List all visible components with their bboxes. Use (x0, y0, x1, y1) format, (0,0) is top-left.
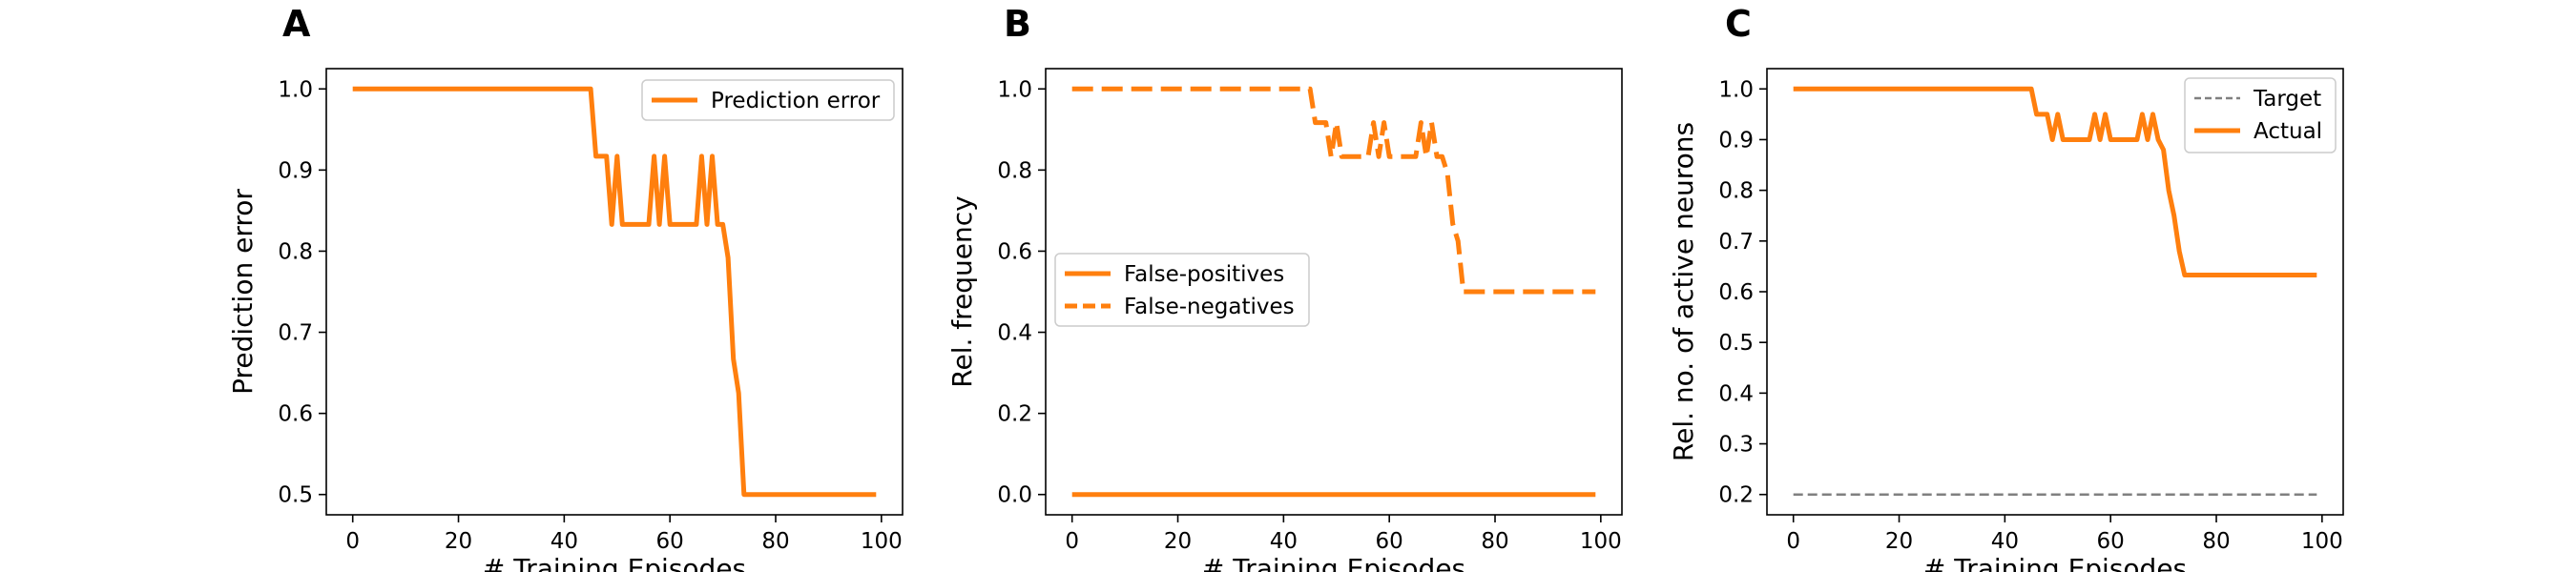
x-tick-label: 0 (1786, 529, 1800, 554)
legend-box (1054, 253, 1310, 327)
axes-frame (325, 68, 904, 516)
y-tick-label: 0.4 (1718, 381, 1754, 406)
x-tick-label: 40 (551, 529, 578, 554)
legend-label: False-positives (1124, 262, 1284, 287)
y-tick-label: 0.6 (278, 402, 313, 427)
x-axis-label: # Training Episodes (1202, 553, 1465, 572)
y-tick-label: 0.9 (1718, 128, 1754, 153)
y-axis-label: Rel. frequency (946, 195, 978, 387)
legend-label: Target (2253, 87, 2321, 112)
y-tick-label: 0.5 (278, 483, 313, 508)
x-tick-label: 20 (1164, 529, 1192, 554)
y-tick-label: 0.3 (1718, 433, 1754, 458)
x-tick-label: 100 (2301, 529, 2343, 554)
x-tick-label: 100 (1580, 529, 1622, 554)
legend-box (641, 79, 895, 121)
chart-panel-b: B 0 20 40 60 80 100 0.0 0.2 0.4 0.6 0.8 1.0 # Trainin… (946, 3, 1623, 572)
y-tick-label: 0.8 (1718, 179, 1754, 204)
y-tick-label: 0.7 (278, 321, 313, 346)
x-tick-label: 60 (656, 529, 684, 554)
y-tick-label: 0.6 (1718, 280, 1754, 305)
chart-panel-c: C 0 20 40 60 80 100 0.2 0.3 0.4 0.5 0.6 0.7 0.8 0.9 1.0… (1668, 3, 2344, 572)
series-line-1 (1793, 86, 2317, 277)
series-group (352, 86, 877, 498)
legend-label: False-negatives (1124, 295, 1295, 319)
x-tick-label: 60 (2097, 529, 2125, 554)
x-axis-label: # Training Episodes (483, 553, 746, 572)
series-group (1793, 86, 2317, 496)
y-tick-label: 0.2 (997, 402, 1032, 427)
y-tick-label: 0.9 (278, 158, 313, 183)
panel-letter: B (1004, 3, 1031, 45)
y-tick-label: 0.5 (1718, 331, 1754, 356)
y-tick-label: 0.8 (278, 239, 313, 264)
x-tick-label: 80 (2202, 529, 2230, 554)
legend: False-positives False-negatives (1054, 253, 1310, 327)
x-tick-label: 40 (1991, 529, 2019, 554)
x-tick-label: 0 (345, 529, 360, 554)
x-tick-label: 0 (1065, 529, 1079, 554)
chart-panel-a: A 0 20 40 60 80 100 0.5 0.6 0.7 0.8 0.9 1.0 # Trainin… (227, 3, 904, 572)
legend-label: Prediction error (711, 89, 881, 113)
x-tick-label: 60 (1376, 529, 1403, 554)
legend-label: Actual (2254, 119, 2322, 144)
panel-letter: C (1725, 3, 1752, 45)
y-tick-label: 1.0 (1718, 77, 1754, 102)
legend-box (2184, 77, 2337, 153)
y-tick-label: 0.0 (997, 483, 1032, 508)
panel-letter: A (282, 3, 311, 45)
y-tick-label: 0.8 (997, 158, 1032, 183)
legend: Prediction error (641, 79, 895, 121)
y-tick-label: 0.4 (997, 321, 1032, 346)
x-tick-label: 80 (1481, 529, 1508, 554)
x-tick-label: 80 (761, 529, 789, 554)
series-group (1071, 86, 1596, 498)
x-tick-label: 20 (445, 529, 472, 554)
series-line-0 (352, 86, 877, 498)
y-axis-label: Rel. no. of active neurons (1668, 122, 1699, 461)
y-axis-label: Prediction error (227, 189, 259, 395)
legend: Target Actual (2184, 77, 2337, 153)
x-tick-label: 100 (861, 529, 903, 554)
y-tick-label: 0.2 (1718, 483, 1754, 508)
y-tick-label: 0.6 (997, 239, 1032, 264)
x-axis-label: # Training Episodes (1923, 553, 2187, 572)
x-tick-label: 40 (1270, 529, 1298, 554)
y-tick-label: 1.0 (278, 77, 313, 102)
axes-frame (1045, 68, 1623, 516)
series-line-1 (1071, 86, 1596, 295)
x-tick-label: 20 (1885, 529, 1913, 554)
y-tick-label: 0.7 (1718, 230, 1754, 255)
y-tick-label: 1.0 (997, 77, 1032, 102)
